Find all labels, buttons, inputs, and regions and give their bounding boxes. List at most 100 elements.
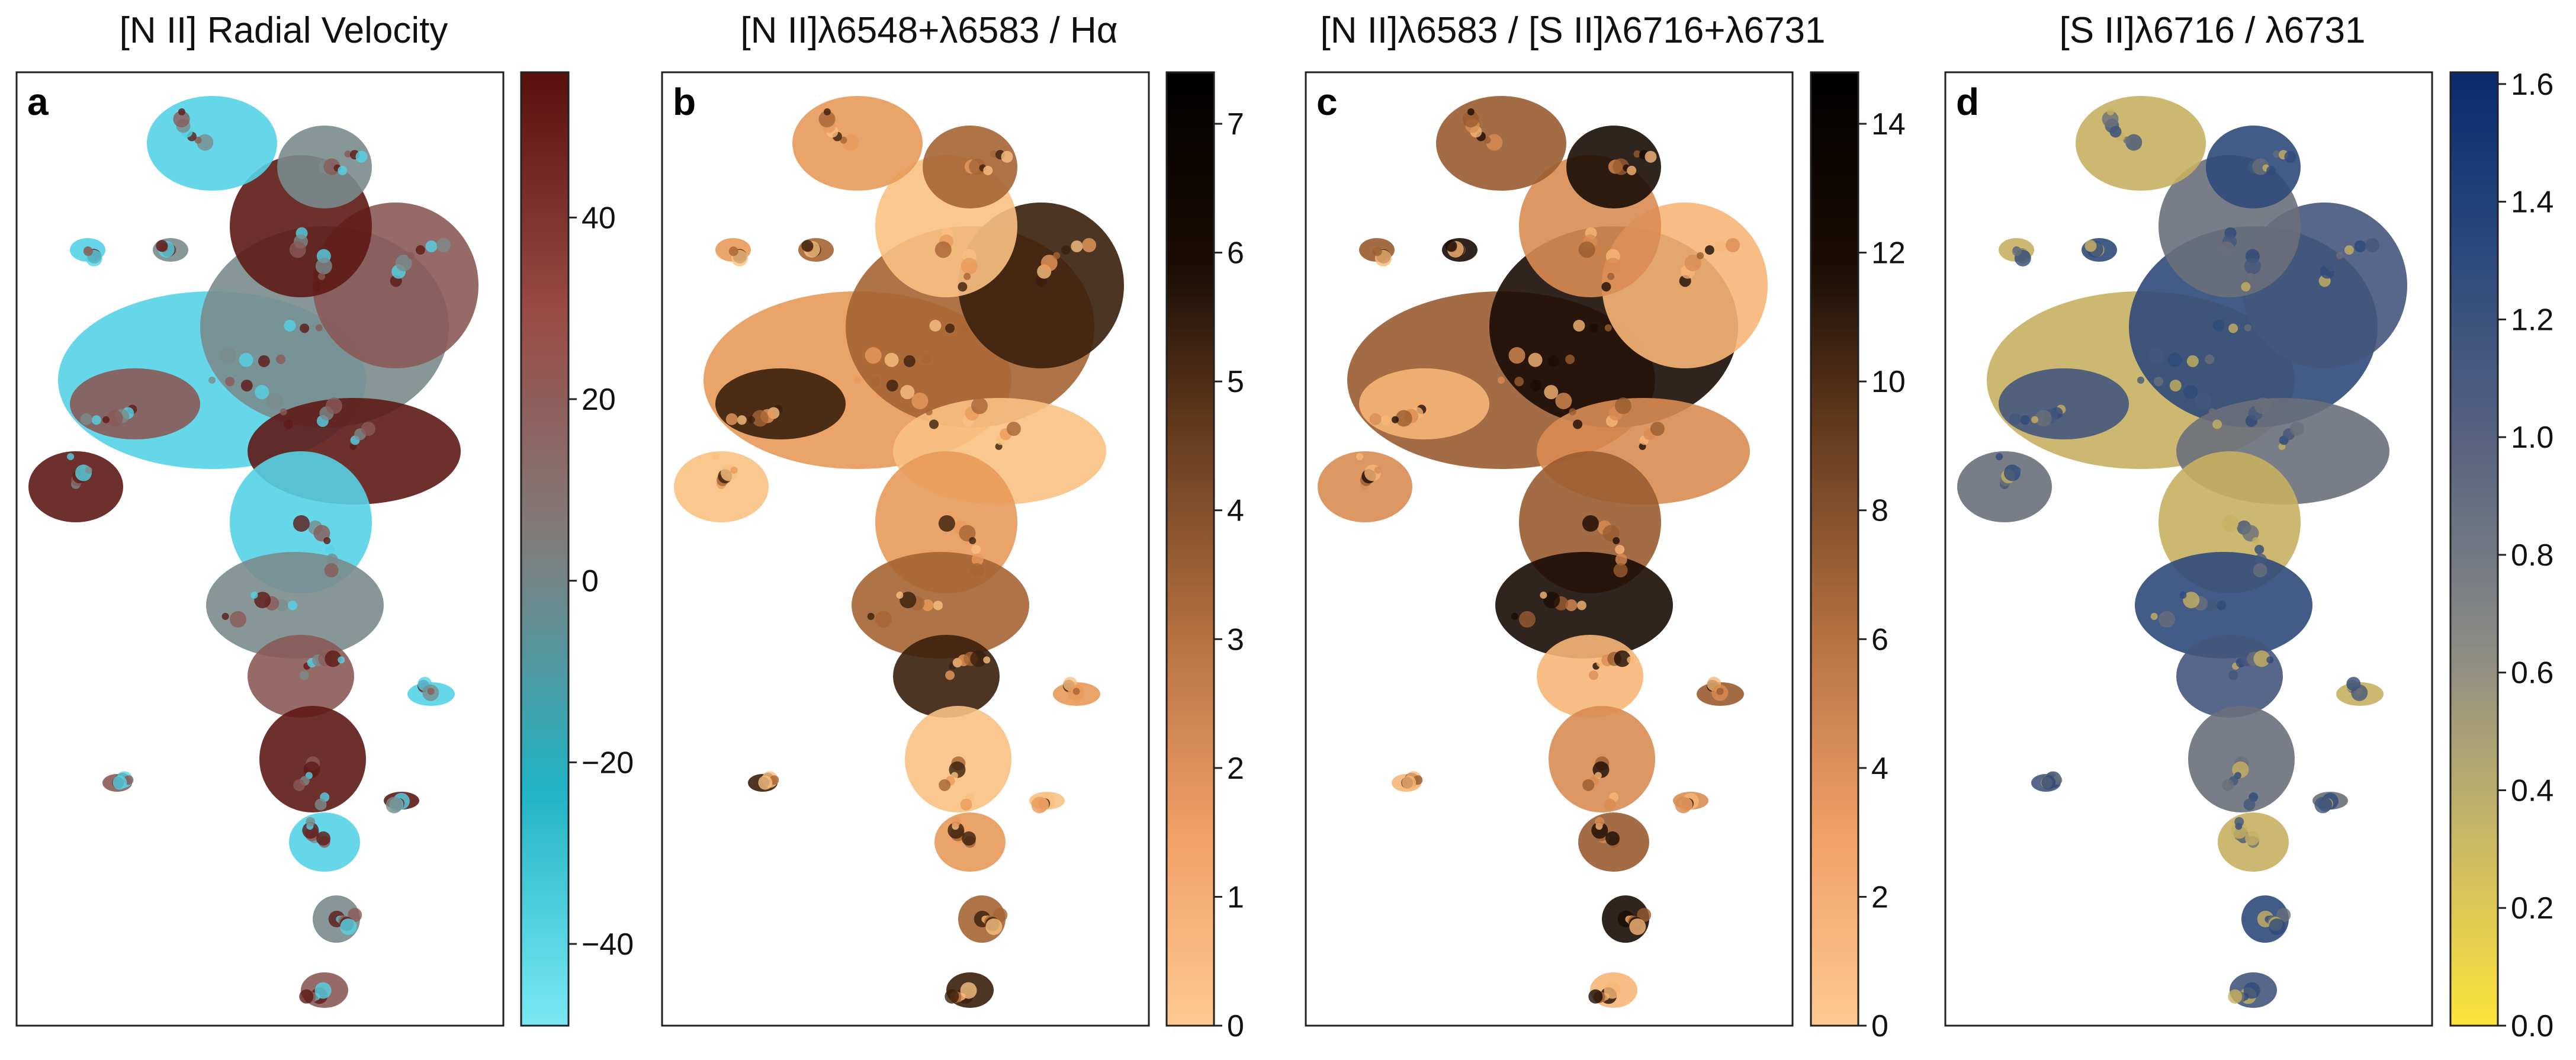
map-speckle bbox=[2266, 165, 2276, 175]
map-speckle bbox=[751, 410, 769, 427]
map-speckle bbox=[239, 352, 253, 367]
panel-c: [N II]λ6583 / [S II]λ6716+λ6731 c 0 2 4 6 8 10 1… bbox=[1305, 10, 1906, 1043]
colorbar-tick-label: 0.4 bbox=[2511, 773, 2553, 808]
panel-label: a bbox=[27, 81, 49, 123]
map-speckle bbox=[1040, 255, 1058, 272]
map-speckle bbox=[1555, 393, 1572, 410]
map-speckle bbox=[1601, 282, 1611, 292]
map-speckle bbox=[2216, 600, 2226, 611]
map-speckle bbox=[945, 670, 955, 680]
map-speckle bbox=[1445, 240, 1457, 252]
map-speckle bbox=[960, 982, 977, 999]
map-speckle bbox=[156, 240, 168, 252]
map-speckle bbox=[293, 515, 310, 532]
map-speckle bbox=[983, 656, 991, 664]
map-speckle bbox=[2137, 377, 2144, 384]
map-speckle bbox=[934, 241, 952, 258]
map-speckle bbox=[1589, 670, 1599, 680]
map-speckle bbox=[280, 408, 287, 416]
map-speckle bbox=[865, 347, 882, 364]
map-speckle bbox=[106, 410, 123, 427]
map-speckle bbox=[1613, 563, 1628, 578]
map-speckle bbox=[958, 282, 968, 292]
map-speckle bbox=[2243, 982, 2260, 999]
colorbar bbox=[521, 72, 568, 1026]
map-speckle bbox=[911, 393, 929, 410]
map-speckle bbox=[2254, 553, 2267, 566]
map-speckle bbox=[2205, 599, 2217, 611]
map-speckle bbox=[2020, 415, 2030, 425]
map-speckle bbox=[1582, 779, 1595, 791]
map-speckle bbox=[2284, 150, 2296, 163]
colorbar-frame bbox=[520, 71, 570, 1027]
map-speckle bbox=[758, 775, 773, 790]
map-speckle bbox=[1031, 796, 1048, 814]
map-speckle bbox=[1629, 918, 1646, 935]
map-speckle bbox=[2244, 258, 2261, 275]
map-speckle bbox=[2324, 255, 2341, 272]
panel-d: [S II]λ6716 / λ6731 d 0.0 0.2 0.4 0.6 0.8 1.0 1.… bbox=[1944, 10, 2553, 1043]
map-speckle bbox=[2102, 111, 2119, 128]
colorbar-tick-label: 0.8 bbox=[2511, 538, 2553, 573]
panel-label: d bbox=[1956, 81, 1979, 123]
map-speckle bbox=[340, 918, 357, 935]
map-speckle bbox=[947, 822, 965, 839]
map-speckle bbox=[2212, 419, 2222, 429]
map-speckle bbox=[884, 352, 899, 367]
map-speckle bbox=[886, 380, 898, 392]
map-speckle bbox=[2252, 537, 2260, 544]
map-speckle bbox=[933, 600, 943, 611]
map-speckle bbox=[240, 380, 253, 392]
colorbar-frame bbox=[1165, 71, 1215, 1027]
map-region bbox=[1359, 368, 1489, 439]
map-speckle bbox=[1511, 612, 1518, 620]
emission-map bbox=[674, 96, 1124, 1008]
map-speckle bbox=[302, 822, 319, 839]
map-speckle bbox=[221, 612, 229, 620]
map-speckle bbox=[2228, 323, 2238, 333]
map-speckle bbox=[969, 537, 977, 544]
map-speckle bbox=[2247, 272, 2254, 280]
map-speckle bbox=[2228, 670, 2238, 680]
colorbar-tick-label: 1.4 bbox=[2511, 185, 2553, 220]
map-speckle bbox=[316, 831, 331, 846]
map-speckle bbox=[326, 544, 336, 554]
map-speckle bbox=[1540, 591, 1547, 599]
panel-title: [N II]λ6548+λ6583 / Hα bbox=[740, 10, 1117, 51]
map-speckle bbox=[1716, 688, 1724, 695]
map-speckle bbox=[254, 592, 271, 609]
map-speckle bbox=[1644, 150, 1657, 163]
map-speckle bbox=[1704, 245, 1714, 255]
map-speckle bbox=[929, 319, 942, 332]
map-speckle bbox=[2365, 237, 2380, 252]
map-speckle bbox=[900, 592, 917, 609]
map-speckle bbox=[1402, 775, 1417, 790]
panel-label: b bbox=[673, 81, 696, 123]
map-speckle bbox=[2158, 611, 2175, 628]
map-speckle bbox=[2245, 831, 2260, 846]
map-speckle bbox=[1061, 245, 1071, 255]
colorbar-tick-label: 7 bbox=[1227, 107, 1244, 142]
map-speckle bbox=[1498, 377, 1505, 384]
colorbar bbox=[1811, 72, 1858, 1026]
map-speckle bbox=[276, 354, 286, 364]
map-speckle bbox=[1614, 650, 1631, 667]
colorbar-tick-label: 0 bbox=[582, 564, 599, 599]
emission-map bbox=[1318, 96, 1768, 1008]
colorbar-tick-label: 0 bbox=[1227, 1009, 1244, 1043]
map-speckle bbox=[854, 377, 861, 384]
map-speckle bbox=[300, 323, 310, 333]
map-speckle bbox=[355, 150, 368, 163]
map-speckle bbox=[971, 553, 984, 566]
map-speckle bbox=[963, 272, 971, 280]
map-speckle bbox=[1576, 600, 1586, 611]
map-speckle bbox=[1547, 355, 1559, 367]
colorbar-tick-label: 2 bbox=[1227, 751, 1244, 786]
map-speckle bbox=[1006, 422, 1021, 436]
map-speckle bbox=[266, 393, 283, 410]
colorbar-tick-label: 0 bbox=[1871, 1009, 1888, 1043]
panel-title: [N II]λ6583 / [S II]λ6716+λ6731 bbox=[1320, 10, 1825, 51]
map-speckle bbox=[219, 347, 236, 364]
map-speckle bbox=[2084, 240, 2097, 252]
